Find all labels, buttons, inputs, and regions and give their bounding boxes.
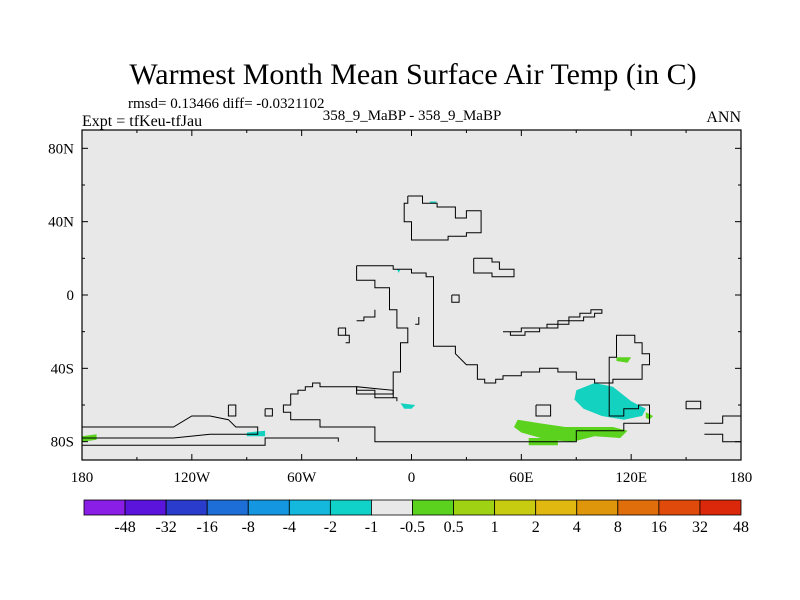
colorbar-label: 1 xyxy=(491,519,499,536)
colorbar-swatch xyxy=(124,499,167,516)
y-tick-label: 40S xyxy=(51,361,74,377)
period-label: 358_9_MaBP - 358_9_MaBP xyxy=(323,108,502,124)
y-tick-label: 40N xyxy=(48,215,74,231)
coastlines xyxy=(82,195,741,446)
coastline xyxy=(356,386,394,395)
coastline xyxy=(473,257,515,278)
coastline xyxy=(415,317,420,325)
colorbar-label: -32 xyxy=(155,519,176,536)
colorbar: -48 -32 -16 -8 -4 -2 -1 -0.5 0.5 1 2 4 8 16 32 48 xyxy=(83,499,749,536)
coastline xyxy=(82,415,259,439)
coastline xyxy=(227,404,237,417)
y-axis: 80N 40N 0 40S 80S xyxy=(48,141,741,451)
shaded-regions xyxy=(82,201,654,446)
colorbar-swatch xyxy=(247,499,290,516)
colorbar-swatch xyxy=(617,499,660,516)
x-axis: 180 120W 60W 0 60E 120E 180 xyxy=(71,130,753,486)
x-tick-label: 0 xyxy=(408,470,416,486)
coastline xyxy=(503,309,603,336)
colorbar-label: -2 xyxy=(324,519,337,536)
coastline xyxy=(345,334,350,344)
coastline xyxy=(393,397,398,402)
coastline xyxy=(704,433,741,443)
colorbar-swatch xyxy=(371,499,413,516)
colorbar-swatch xyxy=(494,499,537,516)
colorbar-label: -4 xyxy=(283,519,296,536)
x-tick-label: 60E xyxy=(509,470,533,486)
colorbar-label: -0.5 xyxy=(400,519,425,536)
shaded-region xyxy=(514,419,628,442)
x-tick-label: 180 xyxy=(730,470,753,486)
shaded-region xyxy=(246,430,266,437)
colorbar-swatch xyxy=(658,499,701,516)
colorbar-swatch xyxy=(288,499,331,516)
colorbar-swatch xyxy=(329,499,372,516)
coastline xyxy=(282,265,650,443)
colorbar-label: -16 xyxy=(197,519,218,536)
colorbar-label: -8 xyxy=(242,519,255,536)
shaded-region xyxy=(616,357,632,363)
colorbar-label: 8 xyxy=(614,519,622,536)
colorbar-swatch xyxy=(535,499,578,516)
y-tick-label: 80N xyxy=(48,141,74,157)
shaded-region xyxy=(574,383,646,420)
coastline xyxy=(535,404,552,417)
y-tick-label: 80S xyxy=(51,435,74,451)
coastline xyxy=(704,415,741,424)
season-label: ANN xyxy=(706,109,741,126)
colorbar-swatch xyxy=(165,499,208,516)
colorbar-swatch xyxy=(699,499,742,516)
colorbar-label: 32 xyxy=(692,519,708,536)
colorbar-label: 0.5 xyxy=(444,519,464,536)
coastline xyxy=(685,400,702,410)
colorbar-label: 2 xyxy=(532,519,540,536)
shaded-region xyxy=(396,269,401,273)
colorbar-label: -1 xyxy=(365,519,378,536)
coastline xyxy=(264,408,273,417)
colorbar-label: 4 xyxy=(573,519,581,536)
chart-title: Warmest Month Mean Surface Air Temp (in … xyxy=(129,58,696,91)
colorbar-swatch xyxy=(453,499,496,516)
shaded-region xyxy=(400,403,416,409)
x-tick-label: 180 xyxy=(71,470,94,486)
x-tick-label: 120E xyxy=(615,470,647,486)
stats-label: rmsd= 0.13466 diff= -0.0321102 xyxy=(128,96,325,112)
colorbar-label: 48 xyxy=(733,519,749,536)
y-tick-label: 0 xyxy=(67,288,75,304)
plot-area: 180 120W 60W 0 60E 120E 180 80N 40N 0 40S 80S xyxy=(48,129,753,486)
colorbar-swatch xyxy=(83,499,126,516)
colorbar-label: 16 xyxy=(651,519,667,536)
colorbar-label: -48 xyxy=(114,519,135,536)
colorbar-swatch xyxy=(412,499,454,516)
coastline xyxy=(82,437,339,446)
colorbar-swatch xyxy=(576,499,619,516)
x-tick-label: 120W xyxy=(173,470,211,486)
coastline xyxy=(356,309,376,322)
coastline xyxy=(451,294,460,303)
x-tick-label: 60W xyxy=(287,470,317,486)
experiment-label: Expt = tfKeu-tfJau xyxy=(82,113,202,130)
coastline xyxy=(403,195,482,241)
colorbar-swatch xyxy=(206,499,249,516)
